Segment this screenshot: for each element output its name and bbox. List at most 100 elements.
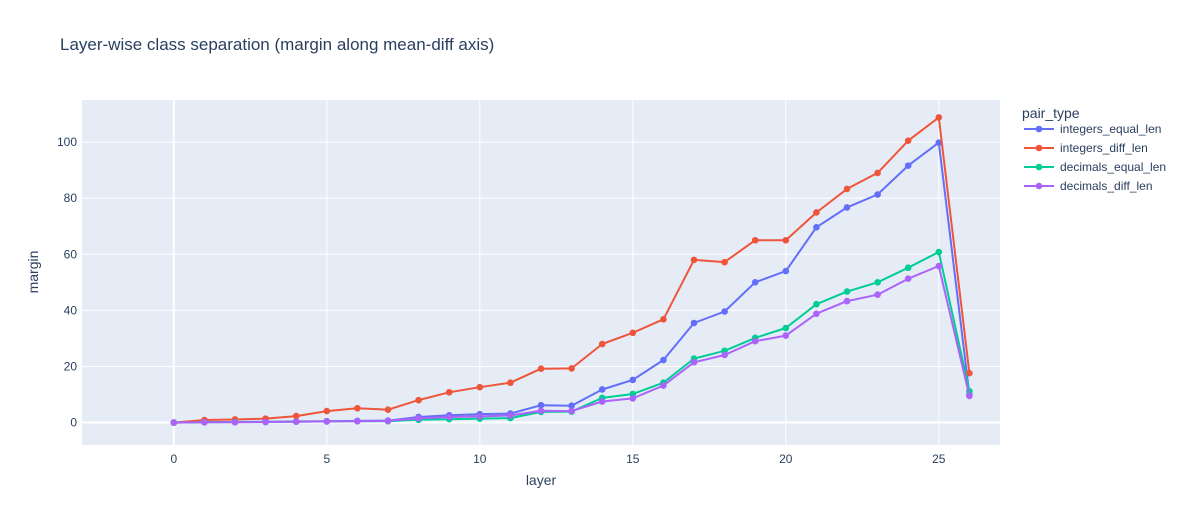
data-point [660, 382, 667, 389]
x-tick-label: 15 [626, 452, 640, 466]
x-tick-label: 25 [932, 452, 946, 466]
legend-swatch-marker [1035, 125, 1043, 133]
data-point [904, 275, 912, 282]
data-point [507, 379, 514, 387]
legend-swatch-marker [1035, 163, 1043, 171]
data-point [170, 419, 178, 426]
x-axis-title: layer [526, 472, 557, 488]
data-point [843, 297, 851, 305]
x-tick-label: 5 [323, 452, 330, 466]
legend: pair_type integers_equal_len integers_dif… [1022, 105, 1166, 193]
y-tick-label: 100 [57, 135, 77, 149]
data-point [966, 369, 973, 377]
y-tick-label: 20 [64, 359, 78, 373]
data-point [415, 396, 422, 404]
data-point [751, 236, 759, 244]
data-point [751, 337, 759, 345]
data-point [935, 139, 943, 146]
data-point [721, 258, 728, 266]
x-tick-label: 10 [473, 452, 487, 466]
data-point [721, 308, 728, 315]
data-point [476, 413, 484, 420]
data-point [201, 418, 208, 426]
data-point [813, 310, 820, 318]
data-point [598, 386, 606, 393]
data-point [843, 185, 851, 193]
legend-item-label: integers_equal_len [1060, 122, 1161, 136]
legend-item-label: decimals_diff_len [1060, 179, 1153, 193]
data-point [782, 332, 790, 339]
data-point [874, 279, 881, 286]
y-tick-label: 80 [64, 191, 78, 205]
data-point [598, 340, 606, 348]
data-point [445, 413, 453, 421]
data-point [690, 358, 698, 366]
data-point [323, 418, 331, 425]
data-point [843, 204, 851, 211]
data-point [874, 169, 881, 177]
data-point [813, 224, 820, 231]
data-point [384, 406, 392, 413]
data-point [813, 300, 820, 308]
chart-title: Layer-wise class separation (margin alon… [60, 35, 494, 54]
y-tick-label: 40 [64, 303, 78, 317]
data-point [537, 365, 545, 373]
data-point [568, 407, 575, 415]
data-point [660, 316, 667, 323]
data-point [476, 383, 484, 391]
data-point [690, 256, 698, 264]
y-axis-title: margin [25, 251, 41, 294]
data-point [629, 376, 637, 384]
legend-swatch-marker [1035, 144, 1043, 152]
data-point [782, 267, 790, 275]
data-point [904, 264, 912, 272]
data-point [507, 412, 514, 419]
data-point [292, 418, 300, 426]
data-point [629, 329, 637, 337]
ticks: 0 5 10 15 20 25 0 20 40 60 80 100 [57, 135, 946, 466]
data-point [874, 191, 881, 198]
data-point [904, 137, 912, 144]
y-tick-label: 60 [64, 247, 78, 261]
data-point [568, 402, 575, 410]
data-point [874, 291, 881, 298]
data-point [262, 418, 269, 426]
data-point [935, 262, 943, 270]
data-point [445, 388, 453, 396]
data-point [537, 407, 545, 415]
legend-item-label: integers_diff_len [1060, 141, 1148, 155]
data-point [813, 209, 820, 216]
x-tick-label: 0 [170, 452, 177, 466]
legend-item-label: decimals_equal_len [1060, 160, 1166, 174]
data-point [935, 248, 943, 256]
data-point [904, 162, 912, 169]
data-point [415, 415, 422, 422]
data-point [843, 288, 851, 295]
data-point [660, 356, 667, 364]
legend-swatch-marker [1035, 182, 1043, 190]
legend-title: pair_type [1022, 105, 1080, 121]
data-point [721, 351, 728, 359]
data-point [629, 395, 637, 402]
data-point [598, 398, 606, 405]
data-point [782, 236, 790, 244]
series-layer [170, 114, 973, 426]
plot-background [82, 100, 1000, 445]
data-point [323, 407, 331, 415]
data-point [966, 392, 973, 400]
data-point [751, 279, 759, 286]
data-point [384, 417, 392, 425]
data-point [935, 114, 943, 121]
data-point [231, 418, 239, 426]
x-tick-label: 20 [779, 452, 793, 466]
data-point [782, 324, 790, 332]
data-point [568, 365, 575, 372]
data-point [292, 412, 300, 420]
data-point [537, 401, 545, 409]
series-decimals_diff_len [170, 262, 973, 426]
y-tick-label: 0 [70, 416, 77, 430]
data-point [354, 417, 361, 425]
data-point [354, 404, 361, 412]
data-point [690, 319, 698, 327]
